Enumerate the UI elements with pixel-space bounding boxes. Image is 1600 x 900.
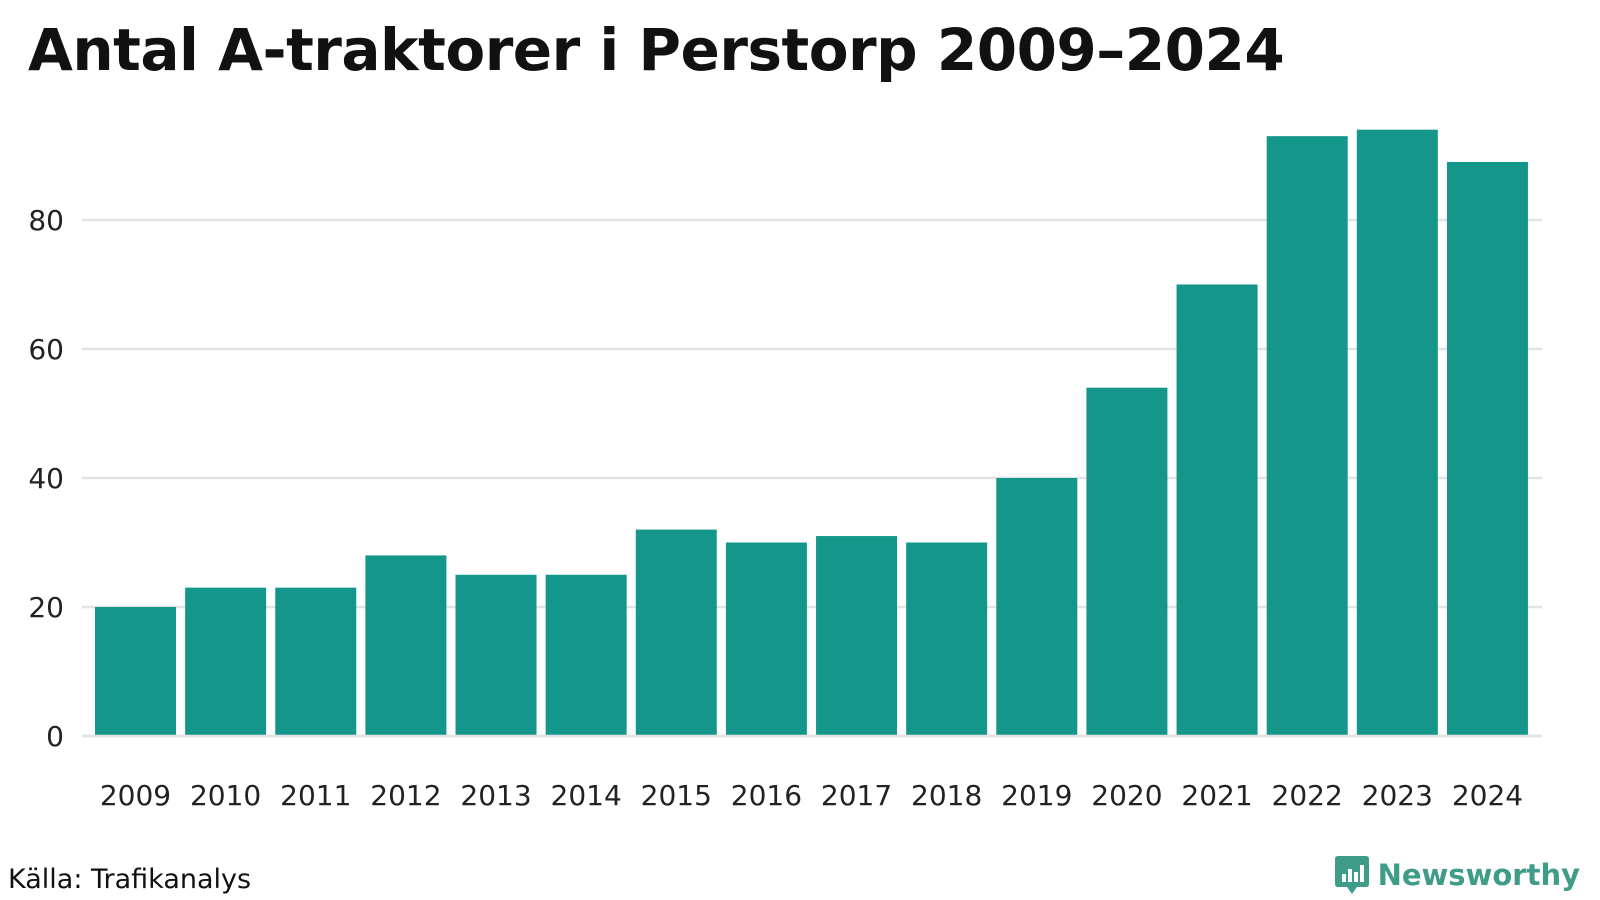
bar-2021 bbox=[1176, 284, 1258, 736]
bars bbox=[82, 129, 1542, 738]
bar-2010 bbox=[185, 587, 267, 736]
bar-2012 bbox=[365, 555, 447, 736]
y-axis-ticks: 0 20 40 60 80 bbox=[28, 204, 64, 753]
x-tick-label: 2009 bbox=[100, 779, 171, 812]
y-tick-label: 40 bbox=[28, 462, 64, 495]
x-axis-ticks: 2009 2010 2011 2012 2013 2014 2015 2016 2017 2018… bbox=[100, 779, 1523, 812]
x-tick-label: 2023 bbox=[1362, 779, 1433, 812]
x-tick-label: 2018 bbox=[911, 779, 982, 812]
x-tick-label: 2016 bbox=[731, 779, 802, 812]
x-tick-label: 2010 bbox=[190, 779, 261, 812]
y-tick-label: 0 bbox=[46, 720, 64, 753]
x-tick-label: 2024 bbox=[1452, 779, 1523, 812]
bar-2020 bbox=[1086, 387, 1168, 736]
y-tick-label: 80 bbox=[28, 204, 64, 237]
x-tick-label: 2014 bbox=[551, 779, 622, 812]
bar-2017 bbox=[816, 536, 898, 736]
x-tick-label: 2013 bbox=[460, 779, 531, 812]
bar-2022 bbox=[1266, 136, 1348, 736]
x-tick-label: 2017 bbox=[821, 779, 892, 812]
bar-2013 bbox=[455, 574, 537, 736]
x-tick-label: 2011 bbox=[280, 779, 351, 812]
x-tick-label: 2015 bbox=[641, 779, 712, 812]
newsworthy-logo-icon bbox=[1334, 856, 1369, 894]
y-tick-label: 20 bbox=[28, 591, 64, 624]
bar-2011 bbox=[275, 587, 357, 736]
bar-2014 bbox=[545, 574, 627, 736]
bar-2018 bbox=[906, 542, 988, 736]
chart-title: Antal A-traktorer i Perstorp 2009–2024 bbox=[28, 16, 1285, 84]
source-note: Källa: Trafikanalys bbox=[8, 864, 252, 895]
y-tick-label: 60 bbox=[28, 333, 64, 366]
x-tick-label: 2022 bbox=[1272, 779, 1343, 812]
x-tick-label: 2020 bbox=[1091, 779, 1162, 812]
brand-logo[interactable]: Newsworthy bbox=[1334, 854, 1580, 896]
bar-2009 bbox=[95, 607, 176, 736]
bar-2024 bbox=[1446, 161, 1528, 736]
x-tick-label: 2021 bbox=[1181, 779, 1252, 812]
brand-name: Newsworthy bbox=[1377, 858, 1580, 892]
bar-2015 bbox=[635, 529, 717, 736]
x-tick-label: 2019 bbox=[1001, 779, 1072, 812]
x-tick-label: 2012 bbox=[370, 779, 441, 812]
bar-2019 bbox=[996, 478, 1078, 736]
bar-2016 bbox=[725, 542, 807, 736]
bar-2023 bbox=[1356, 129, 1438, 736]
